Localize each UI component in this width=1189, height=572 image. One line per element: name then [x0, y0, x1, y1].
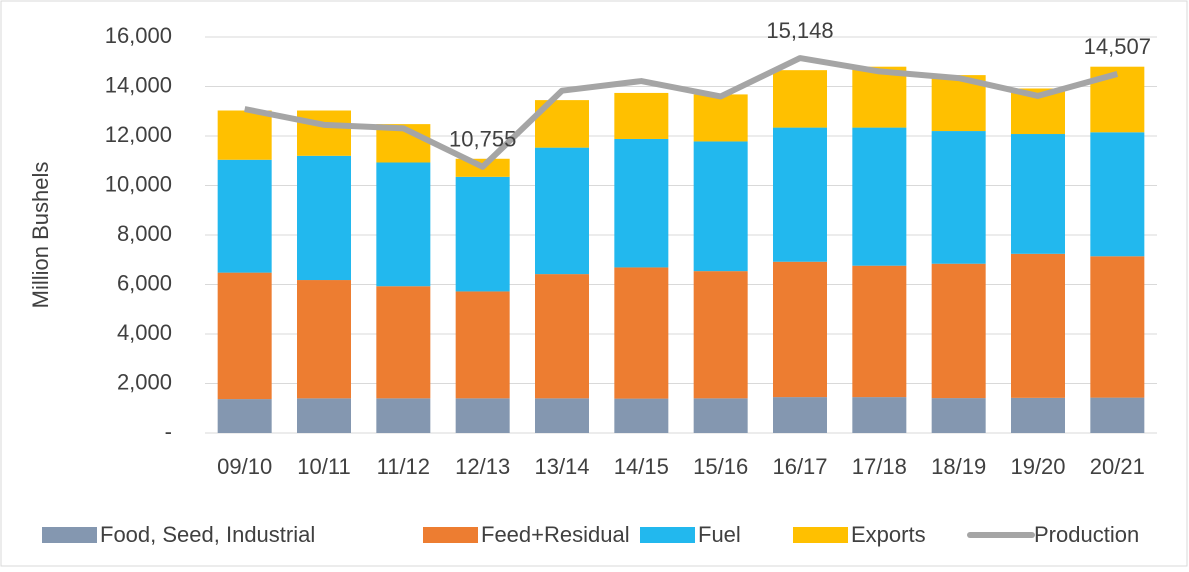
legend-label: Exports [851, 522, 926, 547]
bar-segment [376, 286, 431, 399]
x-tick-label: 19/20 [1010, 454, 1065, 479]
data-label: 10,755 [449, 127, 516, 152]
bar-segment [852, 265, 907, 398]
bar-segment [217, 110, 272, 160]
bar-segment [1011, 134, 1065, 254]
x-tick-label: 14/15 [614, 454, 669, 479]
y-tick-label: 8,000 [117, 221, 172, 246]
bar-segment [773, 127, 827, 262]
bar-segment [1090, 256, 1145, 398]
bar-segment [614, 92, 669, 139]
bar-segment [931, 398, 986, 433]
bar-segment [217, 399, 272, 433]
bar-segment [1090, 397, 1145, 433]
bar-segment [614, 138, 669, 268]
bar-segment [535, 398, 589, 433]
legend-swatch [640, 527, 695, 543]
x-tick-label: 16/17 [772, 454, 827, 479]
x-tick-label: 12/13 [455, 454, 510, 479]
x-tick-label: 17/18 [852, 454, 907, 479]
bar-segment [376, 162, 431, 287]
legend-swatch [42, 527, 97, 543]
legend-swatch [423, 527, 478, 543]
legend-label: Feed+Residual [481, 522, 630, 547]
bar-segment [693, 398, 748, 433]
x-tick-label: 20/21 [1090, 454, 1145, 479]
y-tick-label: 12,000 [105, 122, 172, 147]
y-tick-label: 4,000 [117, 320, 172, 345]
bar-segment [376, 398, 431, 433]
line [244, 55, 1119, 170]
bar-segment [931, 263, 986, 399]
bar-segment [693, 271, 748, 399]
x-tick-label: 11/12 [377, 454, 430, 479]
bar-segment [1090, 132, 1145, 257]
bar-segment [535, 274, 589, 399]
legend-swatch [793, 527, 848, 543]
y-tick-label: 16,000 [105, 23, 172, 48]
bar-segment [535, 147, 589, 275]
legend-label: Food, Seed, Industrial [100, 522, 315, 547]
data-label: 15,148 [766, 18, 833, 43]
bar-segment [455, 176, 510, 292]
bar-segment [297, 280, 351, 399]
x-tick-label: 09/10 [217, 454, 272, 479]
y-axis-label: Million Bushels [28, 162, 53, 309]
x-tick-label: 13/14 [534, 454, 589, 479]
bar-segment [455, 398, 510, 433]
x-tick-label: 15/16 [693, 454, 748, 479]
bar-segment [297, 110, 351, 156]
bar-segment [852, 66, 907, 128]
y-tick-label: 6,000 [117, 270, 172, 295]
y-tick-label: 14,000 [105, 72, 172, 97]
bar-segment [693, 94, 748, 142]
y-tick-label: 10,000 [105, 171, 172, 196]
bar-segment [217, 159, 272, 273]
bar-segment [455, 291, 510, 399]
legend-label: Fuel [698, 522, 741, 547]
bar-segment [297, 155, 351, 281]
bar-segment [931, 131, 986, 264]
bar-segment [297, 398, 351, 433]
bar-segment [614, 398, 669, 433]
bar-segment [693, 141, 748, 272]
legend-label: Production [1034, 522, 1139, 547]
bar-segment [852, 397, 907, 433]
x-tick-label: 10/11 [297, 454, 350, 479]
bar-segment [773, 261, 827, 398]
bar-segment [852, 127, 907, 266]
x-tick-label: 18/19 [931, 454, 986, 479]
bar-segment [1011, 397, 1065, 433]
data-label: 14,507 [1084, 34, 1151, 59]
y-tick-label: 2,000 [117, 369, 172, 394]
bar-segment [614, 267, 669, 399]
bar-segment [773, 397, 827, 433]
y-tick-label: - [165, 419, 172, 444]
bar-segment [1011, 253, 1065, 398]
bar-segment [773, 70, 827, 128]
bar-segment [217, 272, 272, 400]
